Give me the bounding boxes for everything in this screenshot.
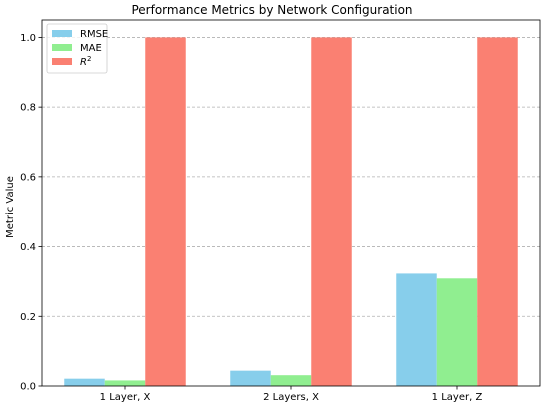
legend-swatch-rmse bbox=[52, 30, 72, 37]
bar-r2-1 bbox=[145, 37, 186, 387]
legend-swatch-mae bbox=[52, 44, 72, 51]
bar-rmse-1 bbox=[64, 378, 105, 386]
y-axis-label: Metric Value bbox=[5, 176, 16, 238]
axes-layer: 0.0 0.2 0.4 0.6 0.8 1.0 1 Layer, X 2 Layers, X 1… bbox=[20, 19, 541, 403]
plot-frame bbox=[41, 19, 541, 387]
y-tick-label: 0.8 bbox=[20, 103, 36, 114]
bar-rmse-3 bbox=[396, 273, 437, 386]
bar-mae-2 bbox=[270, 375, 312, 386]
bar-mae-1 bbox=[104, 380, 146, 386]
y-tick-label: 1.0 bbox=[20, 33, 36, 44]
legend-swatch-r2 bbox=[52, 58, 72, 65]
y-tick-label: 0.2 bbox=[20, 312, 36, 323]
legend-label-r2: R2 bbox=[80, 55, 91, 68]
x-tick-label: 2 Layers, X bbox=[263, 392, 319, 403]
x-tick-label: 1 Layer, X bbox=[100, 392, 151, 403]
y-tick-label: 0.0 bbox=[20, 382, 36, 393]
chart-title: Performance Metrics by Network Configura… bbox=[131, 3, 412, 17]
bar-mae-3 bbox=[436, 278, 478, 386]
x-tick-label: 1 Layer, Z bbox=[432, 392, 483, 403]
legend-label-rmse: RMSE bbox=[80, 29, 108, 40]
grid-layer bbox=[42, 37, 540, 317]
legend-label-mae: MAE bbox=[80, 43, 102, 54]
bar-rmse-2 bbox=[230, 370, 271, 386]
y-tick-label: 0.4 bbox=[20, 242, 36, 253]
bar-r2-2 bbox=[311, 37, 352, 387]
y-tick-label: 0.6 bbox=[20, 172, 36, 183]
bar-r2-3 bbox=[477, 37, 518, 387]
bars-layer bbox=[64, 37, 518, 387]
